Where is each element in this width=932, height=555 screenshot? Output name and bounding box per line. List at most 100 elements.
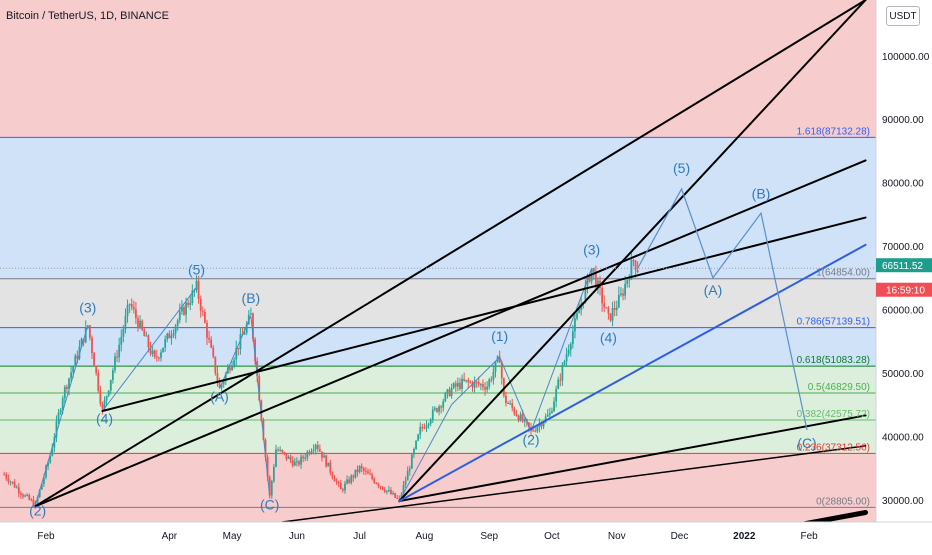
candle: [341, 487, 344, 493]
countdown-badge-value: 16:59:10: [886, 286, 925, 297]
candle: [360, 463, 363, 473]
candle-body: [569, 343, 572, 351]
fib-label: 0.382(42575.72): [797, 409, 870, 420]
candle-body: [178, 311, 181, 321]
candle-body: [592, 268, 595, 272]
candle: [304, 453, 307, 462]
candle-body: [36, 497, 39, 503]
candle-body: [229, 367, 231, 371]
candle-body: [523, 419, 526, 422]
candle: [488, 377, 491, 390]
candle-body: [360, 466, 363, 469]
candle-body: [385, 490, 388, 492]
candle: [404, 476, 407, 489]
wave-label: (1): [491, 328, 508, 344]
candle-body: [358, 466, 361, 472]
candle: [325, 454, 328, 468]
candle-body: [617, 294, 620, 308]
y-tick-label: 100000.00: [882, 52, 930, 63]
candle: [130, 298, 133, 311]
y-tick-label: 70000.00: [882, 242, 924, 253]
y-tick-label: 60000.00: [882, 306, 924, 317]
candle-body: [28, 495, 31, 500]
candle: [425, 420, 428, 433]
candle-body: [344, 483, 346, 491]
candle-body: [341, 489, 344, 491]
candle: [362, 466, 365, 475]
candle-body: [446, 389, 449, 394]
candle-body: [475, 381, 478, 383]
candle-body: [571, 331, 574, 344]
candle-body: [502, 378, 505, 396]
candle-body: [467, 380, 470, 383]
candle-body: [544, 416, 547, 423]
candle-body: [339, 483, 342, 490]
x-tick-label: Dec: [671, 531, 689, 542]
candle: [20, 491, 22, 499]
candle-body: [469, 382, 472, 384]
candle-body: [281, 449, 284, 452]
candle: [201, 306, 204, 317]
candle-body: [191, 290, 194, 303]
candle: [24, 494, 26, 498]
candle-body: [394, 493, 397, 498]
candle: [569, 342, 572, 357]
candle: [463, 372, 466, 382]
candle-body: [176, 320, 179, 326]
candle: [356, 465, 359, 477]
candle: [235, 340, 238, 366]
candle: [28, 493, 31, 501]
candle-body: [162, 347, 164, 353]
candle-body: [626, 280, 629, 284]
candle: [203, 308, 206, 324]
candle-body: [172, 333, 175, 336]
candle-body: [17, 487, 20, 494]
candle: [247, 310, 250, 326]
candle-body: [245, 323, 248, 333]
candle: [482, 379, 484, 391]
x-tick-label: Feb: [800, 531, 818, 542]
candle-body: [300, 456, 302, 465]
currency-button[interactable]: USDT: [886, 6, 920, 26]
candle-body: [210, 339, 213, 348]
candle-body: [38, 489, 41, 498]
candle-body: [634, 260, 637, 271]
candle: [622, 288, 624, 301]
candle: [624, 275, 627, 300]
candle: [511, 399, 514, 412]
candle: [281, 449, 284, 455]
candle-body: [304, 457, 307, 459]
x-tick-label: Apr: [162, 531, 178, 542]
candle: [68, 377, 70, 396]
candle-body: [594, 271, 597, 288]
fib-label: 1(64854.00): [816, 268, 870, 279]
candle: [57, 408, 60, 425]
candle: [617, 286, 620, 309]
candle-body: [141, 320, 144, 330]
candle: [423, 423, 426, 430]
candle-body: [381, 486, 384, 490]
candle-body: [101, 403, 104, 409]
candle: [413, 447, 415, 458]
candle-body: [331, 472, 334, 478]
sub-wave-paths: [35, 268, 593, 506]
candle-body: [99, 390, 102, 404]
candle-body: [431, 409, 434, 420]
candle-body: [164, 339, 167, 348]
wave-label: (4): [600, 330, 617, 346]
candle: [7, 474, 10, 485]
trendline: [398, 414, 867, 503]
candle: [613, 300, 616, 317]
candle-body: [630, 260, 633, 280]
zone-1618-1: [0, 137, 876, 279]
candle: [498, 350, 501, 363]
candle: [329, 459, 332, 476]
candle-body: [283, 451, 286, 454]
candle: [151, 346, 154, 357]
candle: [11, 481, 14, 485]
candle: [381, 486, 384, 491]
candle-body: [249, 313, 252, 315]
